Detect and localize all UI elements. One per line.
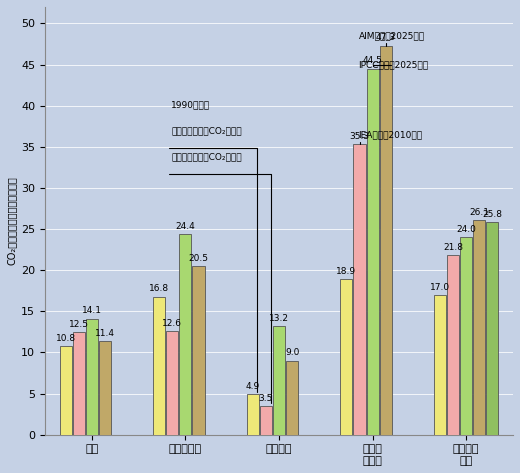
Bar bbox=[447, 255, 459, 435]
Bar bbox=[286, 361, 298, 435]
Text: 20.5: 20.5 bbox=[188, 254, 209, 263]
Bar bbox=[486, 222, 499, 435]
Bar bbox=[273, 326, 285, 435]
Text: 9.0: 9.0 bbox=[285, 349, 300, 358]
Bar bbox=[192, 266, 204, 435]
Text: 10.8: 10.8 bbox=[56, 333, 75, 342]
Bar bbox=[86, 319, 98, 435]
Bar bbox=[179, 234, 191, 435]
Bar bbox=[473, 220, 485, 435]
Text: 11.4: 11.4 bbox=[95, 329, 115, 338]
Text: IEA予測（2010年）: IEA予測（2010年） bbox=[359, 130, 423, 144]
Text: 24.0: 24.0 bbox=[457, 225, 476, 234]
Text: AIM予測（2025年）: AIM予測（2025年） bbox=[359, 31, 425, 45]
Text: 16.8: 16.8 bbox=[149, 284, 169, 293]
Y-axis label: CO₂排出量（炭素換算億トン）: CO₂排出量（炭素換算億トン） bbox=[7, 176, 17, 265]
Bar bbox=[166, 331, 178, 435]
Bar bbox=[59, 346, 72, 435]
Text: 13.2: 13.2 bbox=[269, 314, 289, 323]
Text: 化石燃料からのCO₂排出量: 化石燃料からのCO₂排出量 bbox=[172, 152, 242, 161]
Text: 25.8: 25.8 bbox=[483, 210, 502, 219]
Text: 14.1: 14.1 bbox=[82, 307, 102, 315]
Text: 1990年実績: 1990年実績 bbox=[172, 101, 211, 110]
Bar bbox=[434, 295, 446, 435]
Text: 21.8: 21.8 bbox=[443, 243, 463, 252]
Text: 17.0: 17.0 bbox=[430, 282, 450, 291]
Bar bbox=[341, 279, 353, 435]
Text: 化石燃料以外のCO₂排出量: 化石燃料以外のCO₂排出量 bbox=[172, 126, 242, 135]
Text: 12.6: 12.6 bbox=[162, 319, 183, 328]
Bar bbox=[247, 394, 259, 435]
Bar bbox=[367, 69, 379, 435]
Bar bbox=[460, 237, 472, 435]
Bar bbox=[260, 406, 272, 435]
Bar bbox=[153, 297, 165, 435]
Bar bbox=[73, 332, 85, 435]
Bar bbox=[380, 45, 392, 435]
Text: 44.5: 44.5 bbox=[362, 56, 383, 65]
Text: 35.3: 35.3 bbox=[349, 132, 370, 141]
Text: 18.9: 18.9 bbox=[336, 267, 357, 276]
Text: 4.9: 4.9 bbox=[245, 382, 260, 391]
Text: 47.3: 47.3 bbox=[376, 33, 396, 42]
Text: IPCC予測（2025年）: IPCC予測（2025年） bbox=[359, 60, 428, 69]
Text: 24.4: 24.4 bbox=[176, 222, 196, 231]
Text: 3.5: 3.5 bbox=[259, 394, 273, 403]
Bar bbox=[354, 144, 366, 435]
Text: 12.5: 12.5 bbox=[69, 320, 89, 329]
Text: 26.1: 26.1 bbox=[470, 208, 489, 217]
Bar bbox=[99, 341, 111, 435]
